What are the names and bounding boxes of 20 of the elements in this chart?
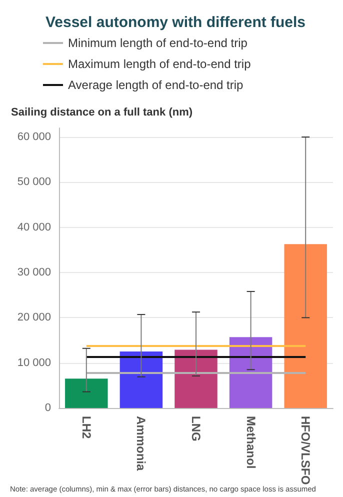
legend-label: Average length of end-to-end trip bbox=[68, 78, 244, 92]
y-axis-title: Sailing distance on a full tank (nm) bbox=[11, 106, 193, 118]
x-tick-label: Methanol bbox=[244, 416, 258, 469]
y-tick-label: 30 000 bbox=[17, 266, 51, 279]
chart-title: Vessel autonomy with different fuels bbox=[45, 14, 306, 31]
legend-label: Maximum length of end-to-end trip bbox=[68, 57, 252, 71]
x-tick-label: LH2 bbox=[79, 416, 94, 439]
legend-label: Minimum length of end-to-end trip bbox=[68, 36, 248, 50]
x-tick-label: HFO/VLSFO bbox=[298, 416, 313, 485]
y-tick-label: 0 bbox=[44, 402, 51, 414]
y-tick-label: 20 000 bbox=[17, 312, 51, 324]
bar bbox=[284, 244, 327, 408]
x-tick-label: Ammonia bbox=[134, 416, 148, 471]
y-tick-label: 10 000 bbox=[17, 356, 51, 369]
y-tick-label: 40 000 bbox=[17, 221, 51, 234]
bar bbox=[65, 378, 108, 408]
y-tick-label: 50 000 bbox=[17, 176, 51, 188]
x-tick-label: LNG bbox=[189, 416, 203, 442]
y-tick-label: 60 000 bbox=[17, 131, 51, 144]
bar bbox=[174, 350, 218, 408]
